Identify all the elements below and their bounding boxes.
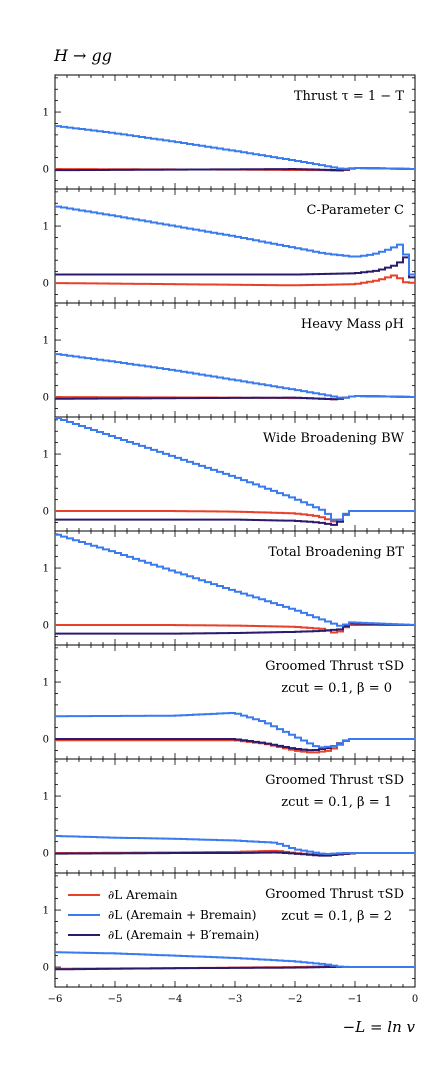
- y-tick-label: 1: [43, 336, 49, 347]
- y-tick-label: 1: [43, 792, 49, 803]
- panel-1: 0 1 Thrust τ = 1 − T: [43, 74, 416, 190]
- panel-7: 0 1 Groomed Thrust τSD zcut = 0.1, β = 1: [43, 758, 416, 874]
- x-tick-label: −1: [348, 994, 363, 1005]
- x-tick-label: −5: [108, 994, 123, 1005]
- panel-label: Thrust τ = 1 − T: [294, 89, 404, 104]
- series-red: [55, 738, 415, 754]
- series-blue: [55, 951, 415, 969]
- series-blue: [55, 533, 415, 627]
- series-red: [55, 624, 415, 634]
- y-tick-label: 0: [43, 849, 49, 860]
- legend: ∂L Aremain ∂L (Aremain + Bremain) ∂L (Arem…: [68, 888, 259, 942]
- series-blue: [55, 353, 415, 399]
- panel-3: 0 1 Heavy Mass ρH: [43, 302, 416, 418]
- panel-5: 0 1 Total Broadening BT: [43, 530, 416, 646]
- panel-label: Wide Broadening BW: [263, 431, 405, 446]
- panel-sublabel: zcut = 0.1, β = 2: [281, 909, 392, 924]
- panel-4: 0 1 Wide Broadening BW: [43, 416, 416, 532]
- panel-label: C-Parameter C: [307, 203, 405, 218]
- panel-label: Groomed Thrust τSD: [265, 887, 404, 902]
- panel-label: Heavy Mass ρH: [301, 317, 404, 332]
- x-axis-label: −L = ln v: [343, 1018, 416, 1036]
- series-blue: [55, 711, 415, 749]
- x-tick-label: 0: [412, 994, 418, 1005]
- panel-label: Groomed Thrust τSD: [265, 773, 404, 788]
- y-tick-label: 1: [43, 450, 49, 461]
- panel-8: 0 1 Groomed Thrust τSD zcut = 0.1, β = 2: [43, 872, 416, 988]
- y-tick-label: 0: [43, 393, 49, 404]
- legend-label-blue: ∂L (Aremain + Bremain): [108, 908, 256, 922]
- panel-label: Groomed Thrust τSD: [265, 659, 404, 674]
- series-blue: [55, 417, 415, 521]
- y-tick-label: 0: [43, 621, 49, 632]
- series-blue: [55, 205, 415, 276]
- panels: 0 1 Thrust τ = 1 − T 0 1 C-Parameter C 0 1 Heavy…: [43, 74, 416, 988]
- x-axis: −6 −5 −4 −3 −2 −1 0: [48, 994, 419, 1005]
- x-tick-label: −3: [228, 994, 243, 1005]
- panel-2: 0 1 C-Parameter C: [43, 188, 416, 304]
- x-tick-label: −4: [168, 994, 183, 1005]
- series-blue: [55, 125, 415, 170]
- x-tick-label: −2: [288, 994, 303, 1005]
- y-tick-label: 1: [43, 222, 49, 233]
- y-tick-label: 0: [43, 963, 49, 974]
- figure-title: H → gg: [53, 46, 112, 65]
- y-tick-label: 1: [43, 564, 49, 575]
- panel-sublabel: zcut = 0.1, β = 1: [281, 795, 392, 810]
- series-red: [55, 274, 415, 287]
- y-tick-label: 1: [43, 678, 49, 689]
- panel-label: Total Broadening BT: [268, 545, 404, 560]
- x-tick-label: −6: [48, 994, 63, 1005]
- y-tick-label: 0: [43, 735, 49, 746]
- series-purple: [55, 510, 415, 526]
- series-purple: [55, 966, 415, 971]
- y-tick-label: 0: [43, 507, 49, 518]
- legend-label-purple: ∂L (Aremain + B′remain): [108, 928, 259, 942]
- y-tick-label: 1: [43, 108, 49, 119]
- legend-label-red: ∂L Aremain: [108, 888, 178, 902]
- y-tick-label: 0: [43, 165, 49, 176]
- series-blue: [55, 835, 415, 855]
- panel-sublabel: zcut = 0.1, β = 0: [281, 681, 392, 696]
- series-purple: [55, 851, 415, 857]
- series-purple: [55, 256, 415, 279]
- y-tick-label: 0: [43, 279, 49, 290]
- panel-6: 0 1 Groomed Thrust τSD zcut = 0.1, β = 0: [43, 644, 416, 760]
- y-tick-label: 1: [43, 906, 49, 917]
